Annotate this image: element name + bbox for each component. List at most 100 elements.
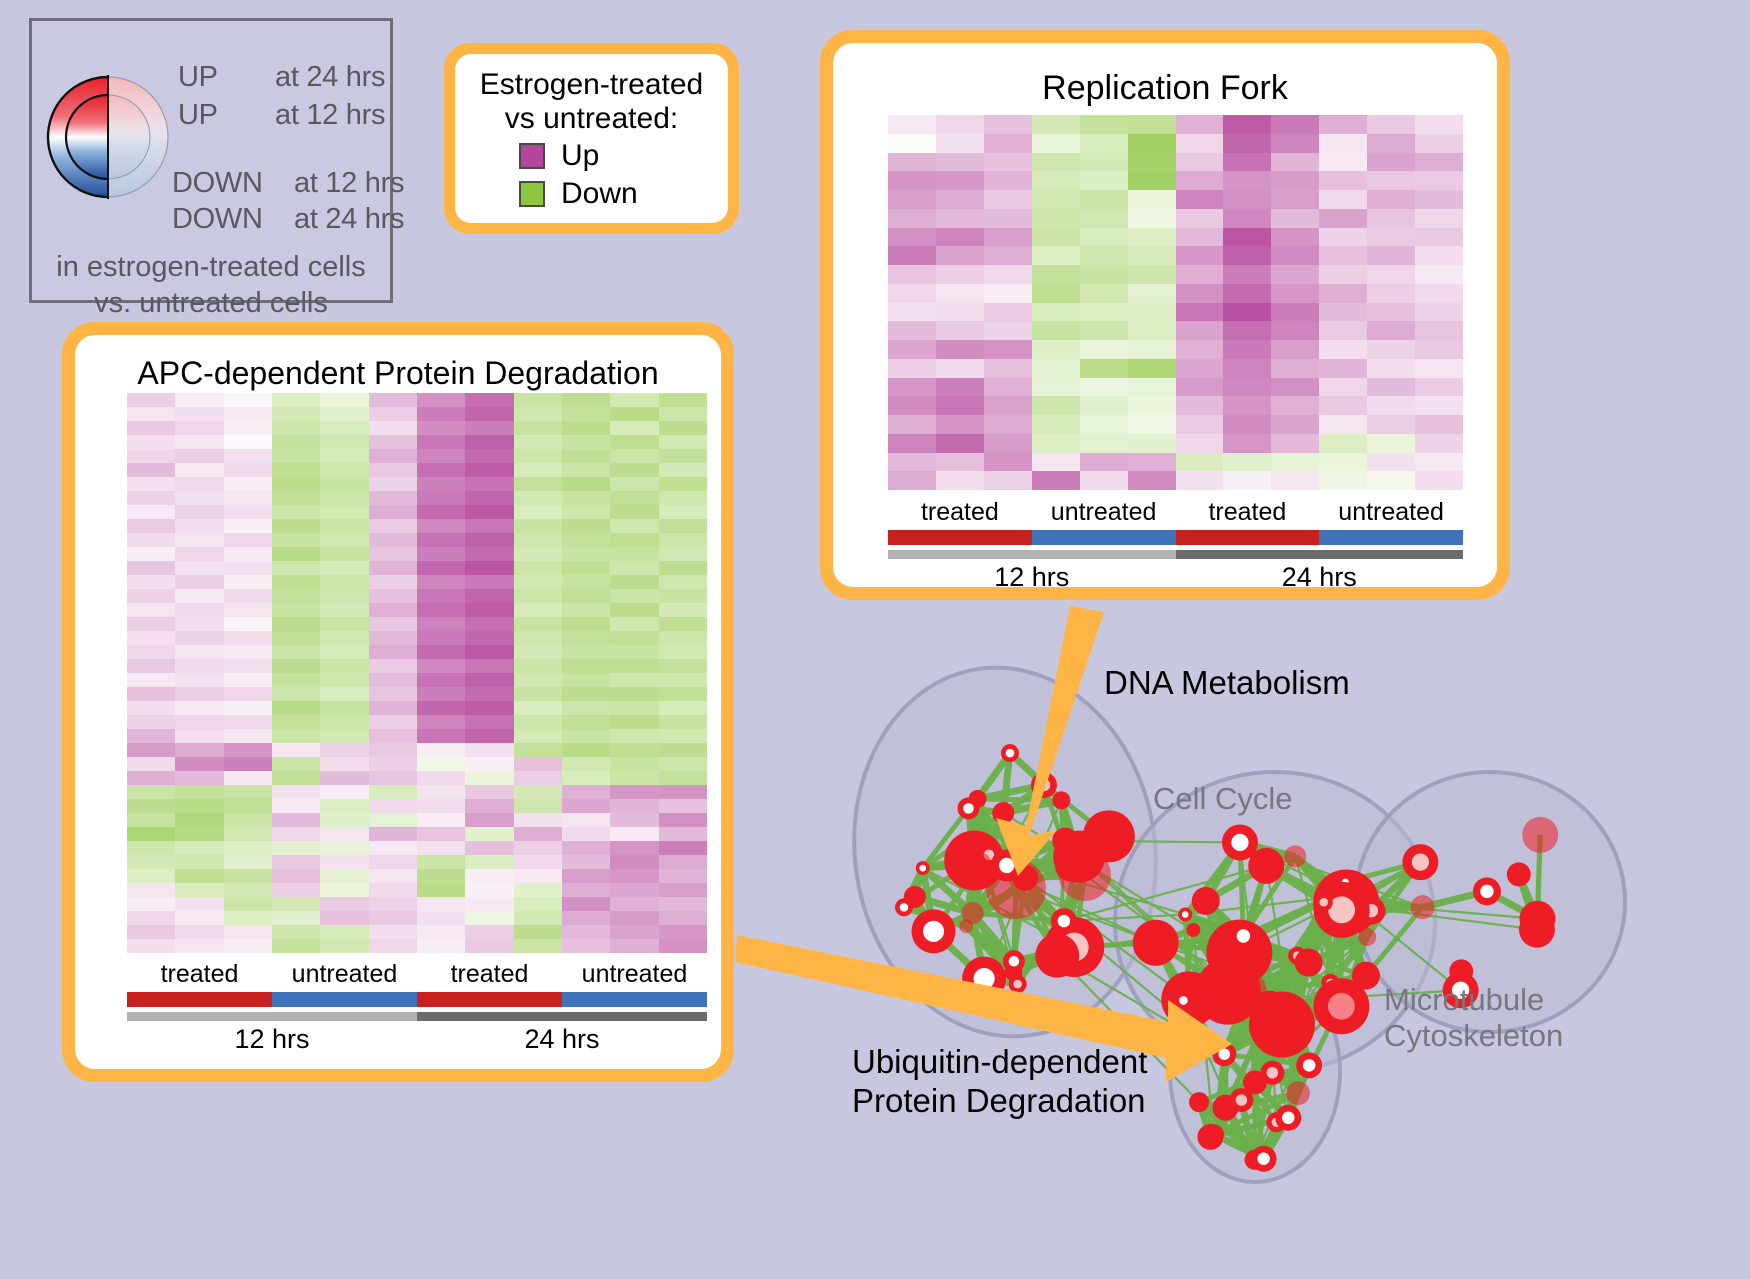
network-node-core (1231, 833, 1249, 852)
heatmap-cell (658, 673, 707, 687)
heatmap-cell (175, 869, 224, 883)
network-node-core (1236, 929, 1251, 943)
heatmap-cell (175, 855, 224, 869)
heatmap-cell (561, 393, 611, 407)
heatmap-cell (1367, 415, 1416, 434)
heatmap-cell (513, 883, 562, 897)
heatmap-cell (658, 631, 707, 645)
heatmap-cell (561, 659, 611, 673)
heatmap-cell (320, 435, 369, 449)
heatmap-cell (1031, 321, 1080, 340)
heatmap-cell (271, 533, 321, 547)
heatmap-cell (1319, 246, 1368, 265)
heatmap-cell (1079, 471, 1128, 490)
network-node (1519, 900, 1556, 937)
square-swatch-icon-down (519, 181, 545, 208)
heatmap-cell (127, 883, 176, 897)
updown-legend-title: Estrogen-treated vs untreated: (455, 68, 728, 135)
heatmap-cell (1031, 190, 1080, 209)
heatmap-cell (127, 743, 176, 757)
heatmap-cell (658, 883, 707, 897)
network-node-core (919, 864, 927, 872)
heatmap-cell (610, 547, 659, 561)
heatmap-cell (561, 715, 611, 729)
heatmap-cell (175, 575, 224, 589)
heatmap-cell (175, 407, 224, 421)
heatmap-cell (935, 265, 984, 284)
heatmap-cell (127, 757, 176, 771)
heatmap-cell (368, 547, 417, 561)
heatmap-cell (1031, 208, 1080, 228)
heatmap-cell (416, 687, 466, 701)
heatmap-cell (271, 813, 321, 827)
heatmap-cell (1079, 115, 1128, 134)
heatmap-cell (1367, 471, 1416, 490)
heatmap-cell (983, 415, 1032, 434)
heatmap-cell (1271, 302, 1320, 322)
heatmap-cell (983, 340, 1032, 359)
heatmap-cell (1319, 358, 1368, 378)
heatmap-cell (271, 435, 321, 449)
heatmap-cell (223, 421, 272, 435)
heatmap-cell (1271, 190, 1320, 209)
heatmap-cell (223, 519, 272, 533)
heatmap-cell (513, 519, 562, 533)
heatmap-cell (127, 673, 176, 687)
heatmap-cell (513, 631, 562, 645)
axis-treatment-bar (127, 992, 707, 1007)
axis-group-label: treated (1208, 498, 1287, 526)
heatmap-cell (1175, 246, 1224, 265)
square-swatch-icon-up (519, 143, 545, 170)
heatmap-cell (1367, 358, 1416, 378)
heatmap-cell (935, 471, 984, 490)
heatmap-cell (416, 883, 466, 897)
heatmap-cell (1223, 133, 1272, 153)
network-node (903, 885, 926, 908)
network-node (1189, 1092, 1210, 1113)
cluster-label-line1: Ubiquitin-dependent (852, 1043, 1148, 1080)
heatmap-cell (1415, 321, 1463, 340)
heatmap-cell (465, 645, 514, 659)
heatmap-cell (416, 421, 466, 435)
heatmap-cell (610, 491, 659, 505)
heatmap-cell (465, 911, 514, 925)
heatmap-cell (320, 673, 369, 687)
heatmap-cell (888, 340, 936, 359)
heatmap-cell (416, 897, 466, 911)
heatmap-cell (1415, 283, 1463, 303)
heatmap-cell (888, 321, 936, 340)
network-node-core (1037, 778, 1051, 792)
heatmap-cell (465, 491, 514, 505)
heatmap-cell (175, 911, 224, 925)
heatmap-cell (223, 911, 272, 925)
heatmap-cell (175, 603, 224, 617)
network-node (968, 852, 991, 875)
heatmap-cell (983, 190, 1032, 209)
heatmap-cell (223, 393, 272, 407)
heatmap-cell (561, 505, 611, 519)
heatmap-cell (271, 617, 321, 631)
heatmap-cell (127, 911, 176, 925)
axis-time-label: 12 hrs (994, 562, 1070, 592)
heatmap-cell (127, 771, 176, 785)
heatmap-cell (1127, 321, 1176, 340)
heatmap-cell (658, 715, 707, 729)
heatmap-cell (127, 491, 176, 505)
heatmap-cell (465, 393, 514, 407)
heatmap-cell (320, 729, 369, 743)
heatmap-cell (513, 449, 562, 463)
heatmap-cell (175, 827, 224, 841)
heatmap-cell (368, 841, 417, 855)
heatmap-cell (223, 687, 272, 701)
heatmap-cell (513, 855, 562, 869)
heatmap-cell (1367, 246, 1416, 265)
heatmap-cell (935, 133, 984, 153)
heatmap-cell (1319, 265, 1368, 284)
heatmap-cell (368, 883, 417, 897)
heatmap-cell (223, 435, 272, 449)
heatmap-cell (271, 561, 321, 575)
heatmap-cell (1271, 377, 1320, 397)
heatmap-cell (223, 561, 272, 575)
heatmap-cell (888, 190, 936, 209)
heatmap-cell (1223, 190, 1272, 209)
